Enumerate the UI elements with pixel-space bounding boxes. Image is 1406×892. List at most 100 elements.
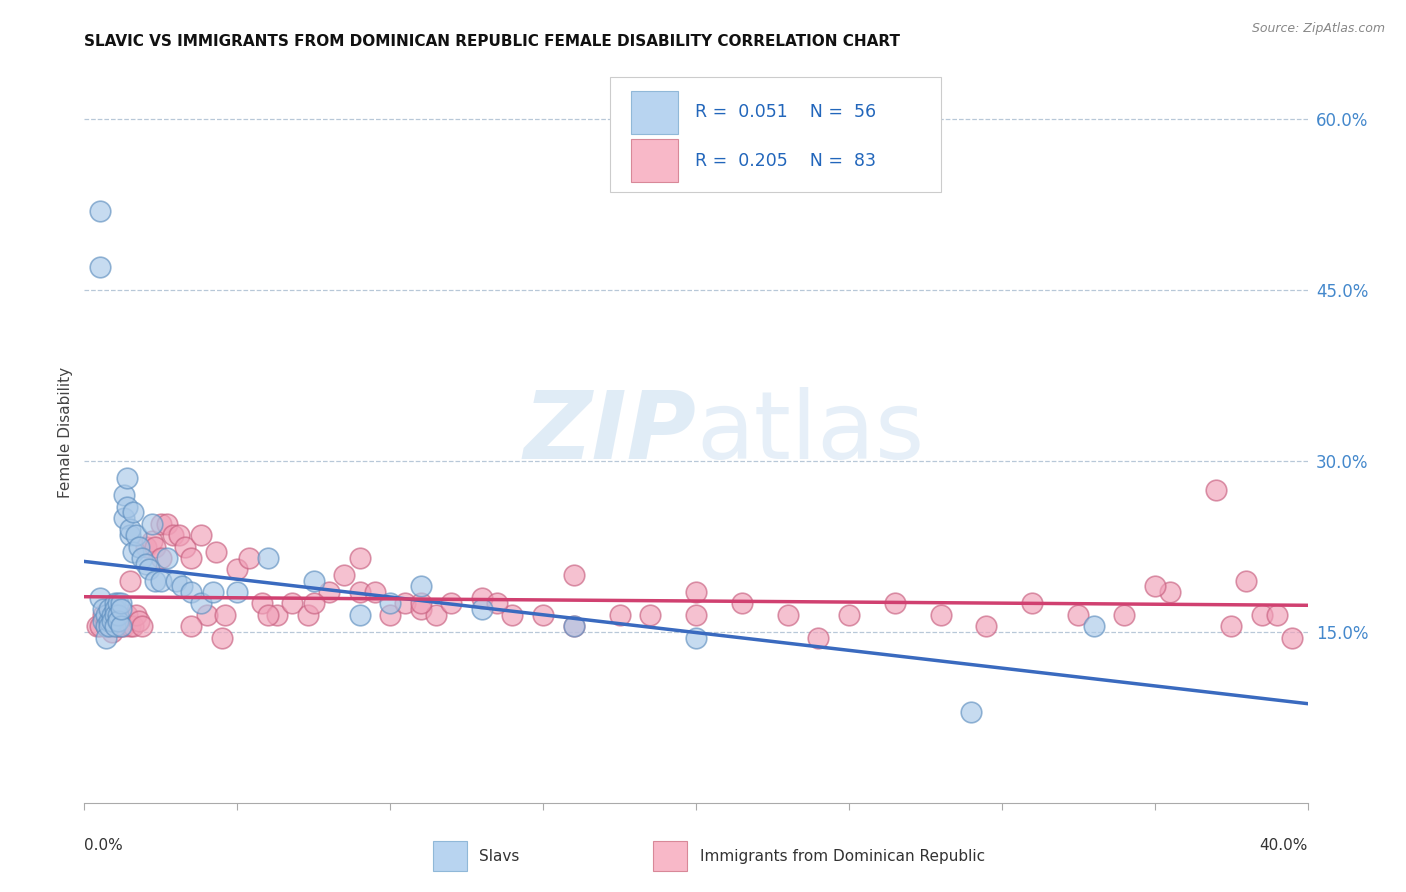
Point — [167, 528, 190, 542]
Text: SLAVIC VS IMMIGRANTS FROM DOMINICAN REPUBLIC FEMALE DISABILITY CORRELATION CHART: SLAVIC VS IMMIGRANTS FROM DOMINICAN REPU… — [84, 34, 900, 49]
Point — [685, 631, 707, 645]
Point — [201, 585, 224, 599]
Point — [107, 614, 129, 628]
Point — [104, 597, 127, 611]
Point — [94, 619, 117, 633]
Point — [125, 528, 148, 542]
FancyBboxPatch shape — [654, 841, 688, 871]
Point — [91, 607, 114, 622]
Point — [172, 579, 194, 593]
Point — [89, 260, 111, 275]
Point — [143, 540, 166, 554]
Point — [440, 597, 463, 611]
Point — [107, 607, 129, 622]
Point — [807, 631, 830, 645]
Point — [1265, 607, 1288, 622]
Point — [960, 705, 983, 719]
Point — [131, 619, 153, 633]
Point — [502, 607, 524, 622]
Point — [226, 562, 249, 576]
Point — [104, 602, 127, 616]
Point — [425, 607, 447, 622]
Point — [101, 607, 124, 622]
Text: atlas: atlas — [696, 386, 924, 479]
Point — [486, 597, 509, 611]
Point — [94, 631, 117, 645]
Point — [1067, 607, 1090, 622]
Point — [120, 523, 142, 537]
Point — [107, 619, 129, 633]
Point — [128, 614, 150, 628]
Point — [638, 607, 661, 622]
Point — [281, 597, 304, 611]
Point — [409, 579, 432, 593]
Point — [380, 607, 402, 622]
Point — [97, 602, 120, 616]
Point — [156, 516, 179, 531]
Point — [162, 528, 184, 542]
Point — [685, 607, 707, 622]
Point — [214, 607, 236, 622]
Point — [883, 597, 905, 611]
Text: Immigrants from Dominican Republic: Immigrants from Dominican Republic — [700, 848, 984, 863]
Point — [409, 602, 432, 616]
Point — [1021, 597, 1043, 611]
Point — [250, 597, 273, 611]
Point — [149, 574, 172, 588]
Point — [122, 545, 145, 559]
Point — [86, 619, 108, 633]
Point — [112, 488, 135, 502]
Point — [349, 550, 371, 565]
Point — [1143, 579, 1166, 593]
Point — [471, 591, 494, 605]
Point — [107, 597, 129, 611]
Point — [165, 574, 187, 588]
Point — [609, 607, 631, 622]
Point — [380, 597, 402, 611]
Point — [976, 619, 998, 633]
Point — [266, 607, 288, 622]
Point — [122, 619, 145, 633]
Point — [91, 602, 114, 616]
Point — [97, 619, 120, 633]
Point — [135, 557, 157, 571]
Point — [120, 619, 142, 633]
Point — [364, 585, 387, 599]
Point — [156, 550, 179, 565]
Text: R =  0.205    N =  83: R = 0.205 N = 83 — [695, 152, 876, 169]
Point — [94, 619, 117, 633]
Point — [138, 562, 160, 576]
Point — [257, 607, 280, 622]
Point — [89, 591, 111, 605]
Point — [120, 528, 142, 542]
Text: Source: ZipAtlas.com: Source: ZipAtlas.com — [1251, 22, 1385, 36]
Point — [122, 505, 145, 519]
Point — [110, 602, 132, 616]
Point — [115, 500, 138, 514]
Point — [205, 545, 228, 559]
Point — [149, 550, 172, 565]
Point — [1281, 631, 1303, 645]
Point — [112, 511, 135, 525]
Point — [394, 597, 416, 611]
Point — [89, 619, 111, 633]
Point — [135, 540, 157, 554]
Point — [180, 550, 202, 565]
Point — [302, 597, 325, 611]
Point — [731, 597, 754, 611]
Point — [1083, 619, 1105, 633]
Point — [1250, 607, 1272, 622]
Point — [562, 568, 585, 582]
Point — [211, 631, 233, 645]
FancyBboxPatch shape — [631, 91, 678, 134]
Point — [174, 540, 197, 554]
FancyBboxPatch shape — [433, 841, 467, 871]
Point — [1114, 607, 1136, 622]
Point — [349, 585, 371, 599]
Point — [97, 614, 120, 628]
FancyBboxPatch shape — [610, 78, 941, 192]
Point — [149, 516, 172, 531]
Text: 0.0%: 0.0% — [84, 838, 124, 854]
Point — [115, 607, 138, 622]
Point — [143, 574, 166, 588]
